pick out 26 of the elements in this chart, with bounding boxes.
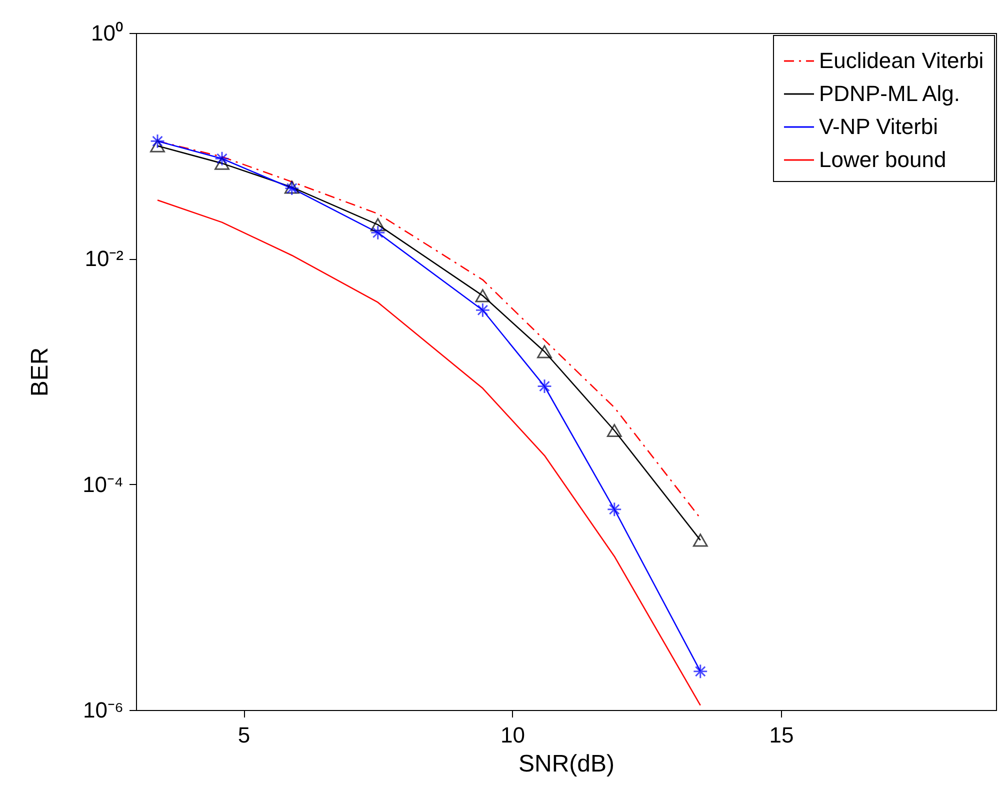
y-tick-label: 10⁰	[91, 20, 124, 46]
legend-label: PDNP-ML Alg.	[819, 81, 960, 106]
point	[692, 664, 708, 679]
point	[150, 134, 165, 149]
legend-label: V-NP Viterbi	[819, 114, 938, 139]
x-tick-label: 15	[769, 722, 794, 748]
y-tick-label: 10⁻⁶	[82, 698, 124, 722]
point	[692, 534, 708, 547]
point	[475, 289, 490, 302]
point	[537, 378, 552, 394]
y-tick-label: 10⁻²	[84, 246, 124, 272]
legend-label: Euclidean Viterbi	[819, 48, 984, 73]
point	[370, 225, 386, 240]
y-axis-title: BER	[26, 347, 54, 397]
y-tick-label: 10⁻⁴	[82, 472, 124, 497]
line-series	[156, 200, 702, 706]
x-tick-label: 5	[238, 722, 250, 748]
legend-label: Lower bound	[819, 147, 946, 172]
x-tick-label: 10	[500, 722, 525, 748]
point	[537, 345, 552, 358]
point	[370, 218, 386, 232]
point	[214, 151, 230, 166]
point	[475, 302, 490, 318]
point	[606, 502, 622, 517]
x-axis-title: SNR(dB)	[518, 750, 615, 778]
point	[606, 424, 622, 438]
